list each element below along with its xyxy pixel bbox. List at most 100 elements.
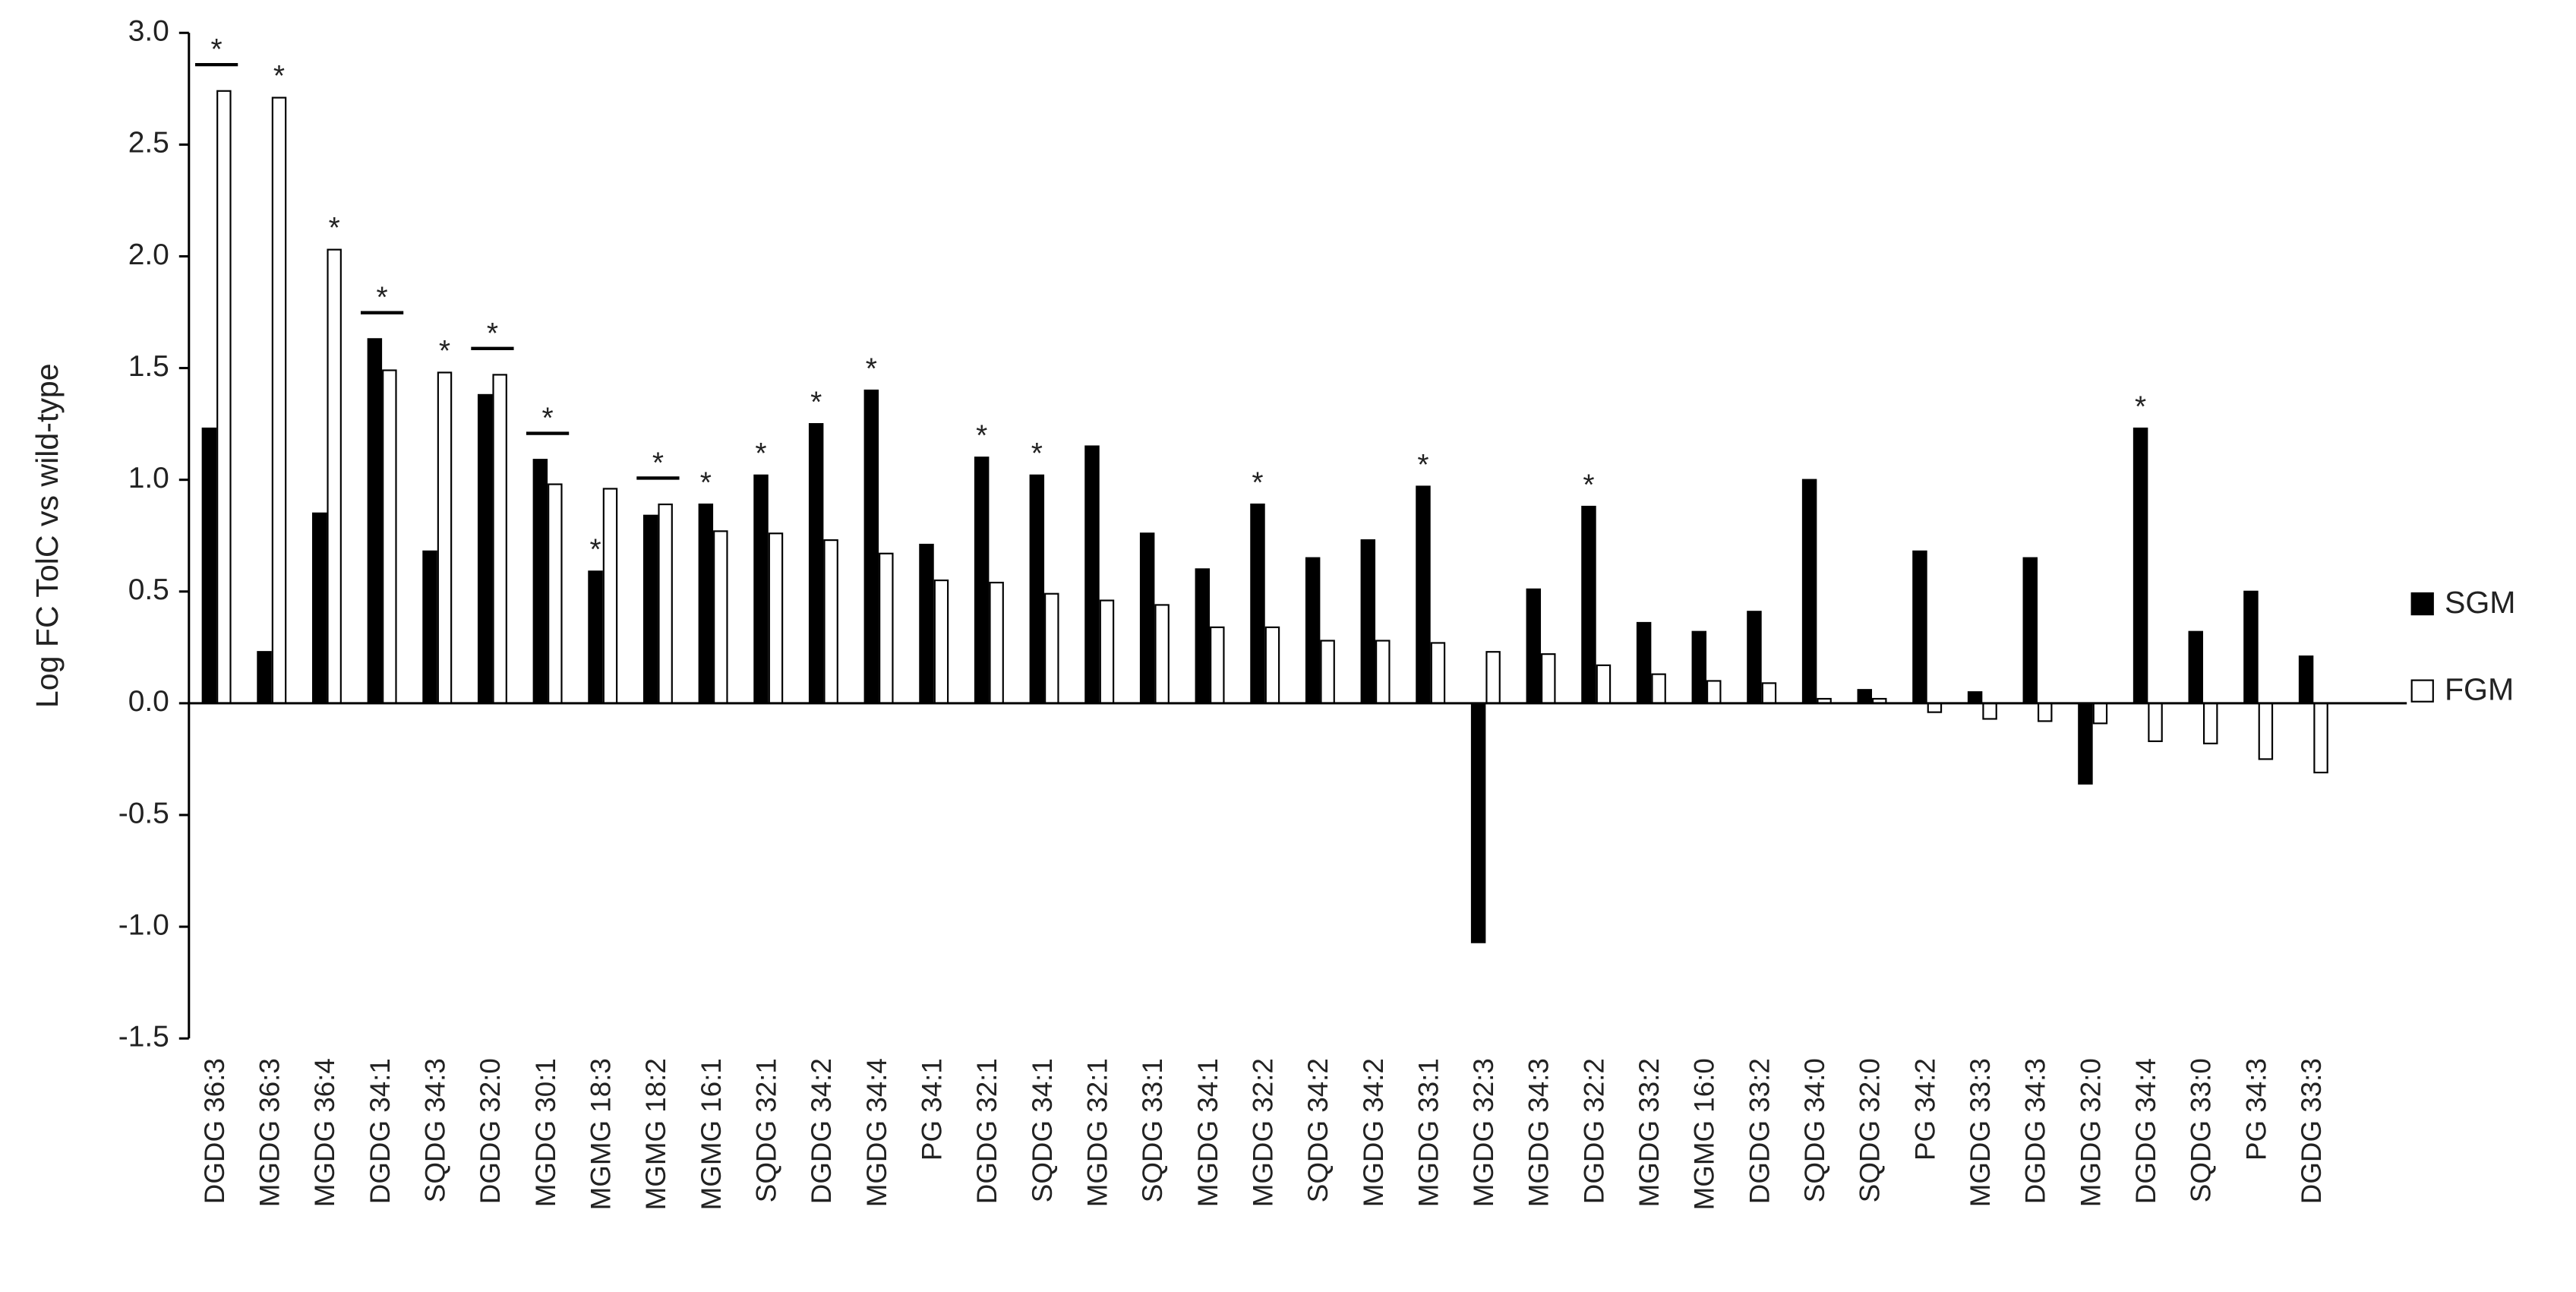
bar	[808, 423, 824, 704]
y-tick-label: 2.0	[128, 238, 169, 271]
x-tick-label: DGDG 34:1	[365, 1058, 396, 1204]
y-axis-label: Log FC TolC vs wild-type	[30, 363, 65, 708]
significance-mark: *	[273, 60, 285, 93]
bar	[2258, 702, 2274, 760]
bar	[311, 512, 327, 704]
bar	[1706, 680, 1722, 704]
bar	[271, 96, 287, 704]
bar	[713, 530, 728, 704]
bar	[2022, 557, 2038, 704]
significance-mark: *	[377, 282, 388, 314]
significance-mark: *	[755, 438, 766, 470]
legend-label: SGM	[2445, 585, 2516, 620]
bar	[602, 488, 618, 704]
bar	[2038, 702, 2053, 722]
significance-mark: *	[1252, 466, 1263, 499]
significance-mark: *	[652, 447, 664, 479]
x-tick-label: DGDG 33:2	[1744, 1058, 1775, 1204]
x-tick-label: PG 34:1	[916, 1058, 947, 1161]
significance-mark: *	[976, 420, 987, 453]
y-tick-label: 1.5	[128, 350, 169, 383]
x-tick-label: DGDG 34:3	[2020, 1058, 2051, 1204]
x-tick-label: MGDG 34:2	[1358, 1058, 1389, 1207]
bar	[437, 371, 453, 704]
significance-mark: *	[487, 317, 498, 350]
x-tick-label: PG 34:2	[1909, 1058, 1940, 1161]
x-tick-label: MGDG 36:4	[309, 1058, 340, 1207]
bar	[1360, 539, 1376, 704]
x-tick-label: DGDG 33:3	[2296, 1058, 2327, 1204]
bar	[1320, 640, 1335, 704]
x-tick-label: SQDG 32:1	[750, 1058, 781, 1202]
bar	[2148, 702, 2163, 742]
significance-mark: *	[1417, 449, 1428, 482]
bar	[367, 338, 383, 704]
bar	[974, 456, 990, 704]
bar	[2202, 702, 2218, 744]
x-tick-label: DGDG 34:2	[806, 1058, 837, 1204]
bar	[1982, 702, 1997, 720]
x-tick-label: MGDG 32:0	[2075, 1058, 2106, 1207]
bar	[753, 474, 769, 704]
y-tick-label: 0.5	[128, 573, 169, 606]
x-tick-label: MGDG 32:3	[1468, 1058, 1499, 1207]
x-tick-label: MGMG 18:3	[585, 1058, 616, 1210]
bar	[1099, 599, 1115, 704]
bar	[658, 503, 673, 704]
bar	[768, 532, 784, 704]
legend-swatch	[2410, 679, 2434, 703]
significance-mark: *	[329, 212, 340, 245]
x-tick-label: MGDG 33:1	[1413, 1058, 1444, 1207]
significance-mark: *	[439, 335, 450, 368]
bar	[2313, 702, 2328, 774]
bar	[919, 543, 934, 704]
bar	[1747, 611, 1762, 704]
bar	[698, 503, 714, 704]
y-tick-label: 0.0	[128, 685, 169, 718]
significance-mark: *	[810, 386, 822, 419]
bar	[1084, 445, 1100, 704]
significance-mark: *	[1583, 469, 1594, 501]
bar	[642, 514, 658, 704]
bar	[823, 539, 838, 704]
bar	[1485, 651, 1501, 704]
y-tick-label: -1.0	[118, 908, 169, 941]
bar	[257, 651, 272, 704]
bar	[989, 581, 1004, 704]
bar	[1636, 621, 1652, 704]
x-tick-label: MGDG 30:1	[530, 1058, 561, 1207]
bar	[1375, 640, 1391, 704]
bar	[532, 459, 548, 704]
y-tick-label: 2.5	[128, 127, 169, 160]
y-tick-label: -1.5	[118, 1020, 169, 1053]
bar	[216, 90, 232, 704]
bar	[588, 570, 603, 704]
bar	[933, 579, 949, 704]
bar	[327, 248, 342, 704]
significance-mark: *	[542, 403, 554, 435]
bar	[2092, 702, 2108, 725]
bar	[492, 374, 507, 704]
significance-mark: *	[211, 33, 223, 66]
bar	[1470, 702, 1486, 943]
significance-mark: *	[589, 534, 601, 567]
x-tick-label: DGDG 32:0	[475, 1058, 506, 1204]
bar	[1430, 642, 1446, 704]
bar	[1581, 505, 1596, 704]
bar	[863, 389, 879, 704]
x-tick-label: SQDG 32:0	[1855, 1058, 1886, 1202]
x-tick-label: SQDG 34:3	[419, 1058, 450, 1202]
bar	[201, 427, 217, 704]
x-tick-label: MGDG 33:3	[1965, 1058, 1996, 1207]
y-tick-label: 1.0	[128, 462, 169, 494]
x-tick-label: MGMG 18:2	[640, 1058, 671, 1210]
x-tick-label: DGDG 34:4	[2130, 1058, 2161, 1204]
x-tick-label: MGDG 34:4	[861, 1058, 892, 1207]
x-tick-label: MGDG 36:3	[254, 1058, 285, 1207]
bar	[1857, 689, 1873, 704]
x-tick-label: SQDG 34:2	[1302, 1058, 1334, 1202]
legend-label: FGM	[2445, 672, 2514, 707]
bar	[2078, 702, 2093, 785]
bar	[2132, 427, 2148, 704]
